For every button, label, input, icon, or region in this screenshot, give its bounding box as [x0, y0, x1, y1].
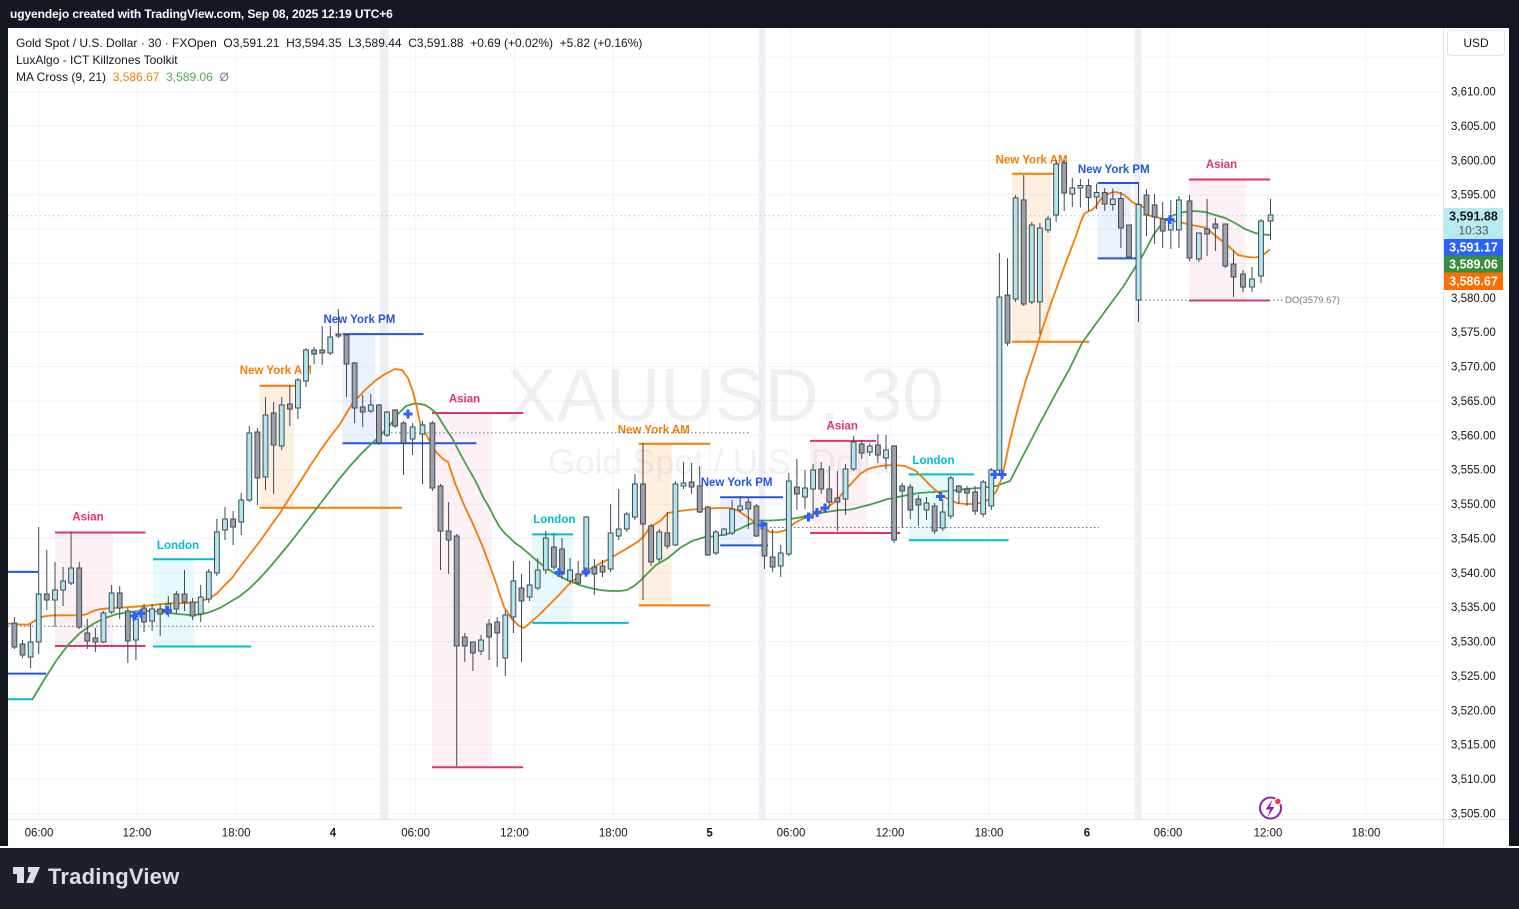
svg-text:3,520.00: 3,520.00: [1451, 705, 1496, 717]
svg-text:Asian: Asian: [449, 394, 480, 406]
svg-text:12:00: 12:00: [123, 828, 152, 840]
svg-text:3,505.00: 3,505.00: [1451, 809, 1496, 821]
svg-text:New York AM: New York AM: [618, 425, 690, 437]
svg-text:06:00: 06:00: [25, 828, 54, 840]
svg-text:06:00: 06:00: [401, 828, 430, 840]
svg-text:3,545.00: 3,545.00: [1451, 534, 1496, 546]
svg-text:3,591.88: 3,591.88: [1449, 210, 1498, 224]
svg-text:3,575.00: 3,575.00: [1451, 327, 1496, 339]
svg-text:06:00: 06:00: [1154, 828, 1183, 840]
svg-text:3,530.00: 3,530.00: [1451, 637, 1496, 649]
svg-text:3,586.67: 3,586.67: [1449, 275, 1498, 289]
svg-text:London: London: [912, 455, 954, 467]
svg-text:3,600.00: 3,600.00: [1451, 155, 1496, 167]
svg-text:06:00: 06:00: [777, 828, 806, 840]
svg-text:3,589.06: 3,589.06: [1449, 258, 1498, 272]
svg-text:Asian: Asian: [827, 420, 858, 432]
svg-text:New York PM: New York PM: [701, 477, 773, 489]
svg-text:XAUUSD, 30: XAUUSD, 30: [506, 353, 944, 437]
svg-text:Asian: Asian: [1206, 159, 1237, 171]
svg-text:3,510.00: 3,510.00: [1451, 774, 1496, 786]
svg-text:3,570.00: 3,570.00: [1451, 362, 1496, 374]
svg-text:3,610.00: 3,610.00: [1451, 87, 1496, 99]
svg-text:3,565.00: 3,565.00: [1451, 396, 1496, 408]
svg-text:3,605.00: 3,605.00: [1451, 121, 1496, 133]
svg-text:New York AM: New York AM: [240, 365, 312, 377]
svg-text:New York PM: New York PM: [324, 314, 396, 326]
svg-text:18:00: 18:00: [1352, 828, 1381, 840]
svg-text:18:00: 18:00: [975, 828, 1004, 840]
svg-text:4: 4: [330, 828, 337, 840]
svg-text:3,595.00: 3,595.00: [1451, 190, 1496, 202]
svg-text:3,550.00: 3,550.00: [1451, 499, 1496, 511]
svg-text:3,515.00: 3,515.00: [1451, 740, 1496, 752]
svg-text:3,525.00: 3,525.00: [1451, 671, 1496, 683]
svg-text:3,535.00: 3,535.00: [1451, 602, 1496, 614]
svg-text:3,560.00: 3,560.00: [1451, 430, 1496, 442]
svg-text:12:00: 12:00: [876, 828, 905, 840]
svg-text:18:00: 18:00: [599, 828, 628, 840]
svg-text:3,540.00: 3,540.00: [1451, 568, 1496, 580]
svg-text:Asian: Asian: [72, 512, 103, 524]
svg-text:10:33: 10:33: [1458, 224, 1488, 238]
svg-text:6: 6: [1084, 828, 1090, 840]
svg-text:12:00: 12:00: [500, 828, 529, 840]
svg-text:3,555.00: 3,555.00: [1451, 465, 1496, 477]
svg-text:3,591.17: 3,591.17: [1449, 241, 1498, 255]
svg-text:New York AM: New York AM: [996, 154, 1068, 166]
svg-text:3,580.00: 3,580.00: [1451, 293, 1496, 305]
svg-text:DO(3579.67): DO(3579.67): [1285, 295, 1340, 306]
svg-text:London: London: [533, 514, 575, 526]
svg-text:18:00: 18:00: [222, 828, 251, 840]
svg-text:London: London: [157, 540, 199, 552]
svg-text:New York PM: New York PM: [1078, 164, 1150, 176]
svg-text:12:00: 12:00: [1254, 828, 1283, 840]
svg-text:5: 5: [706, 828, 713, 840]
